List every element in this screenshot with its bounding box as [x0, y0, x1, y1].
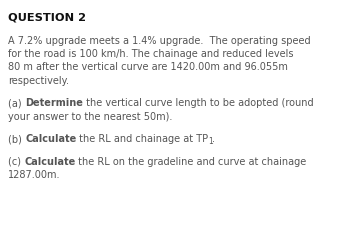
Text: your answer to the nearest 50m).: your answer to the nearest 50m).	[8, 112, 172, 122]
Text: Determine: Determine	[25, 98, 83, 109]
Text: (c): (c)	[8, 157, 24, 167]
Text: respectively.: respectively.	[8, 76, 69, 86]
Text: .: .	[212, 134, 215, 145]
Text: A 7.2% upgrade meets a 1.4% upgrade.  The operating speed: A 7.2% upgrade meets a 1.4% upgrade. The…	[8, 36, 311, 46]
Text: the RL and chainage at TP: the RL and chainage at TP	[76, 134, 208, 145]
Text: the vertical curve length to be adopted (round: the vertical curve length to be adopted …	[83, 98, 313, 109]
Text: Calculate: Calculate	[24, 157, 75, 167]
Text: the RL on the gradeline and curve at chainage: the RL on the gradeline and curve at cha…	[75, 157, 307, 167]
Text: for the road is 100 km/h. The chainage and reduced levels: for the road is 100 km/h. The chainage a…	[8, 49, 294, 59]
Text: (a): (a)	[8, 98, 25, 109]
Text: 1287.00m.: 1287.00m.	[8, 170, 61, 180]
Text: Calculate: Calculate	[25, 134, 76, 145]
Text: QUESTION 2: QUESTION 2	[8, 13, 86, 23]
Text: 1: 1	[208, 137, 213, 146]
Text: (b): (b)	[8, 134, 25, 145]
Text: 80 m after the vertical curve are 1420.00m and 96.055m: 80 m after the vertical curve are 1420.0…	[8, 63, 288, 73]
